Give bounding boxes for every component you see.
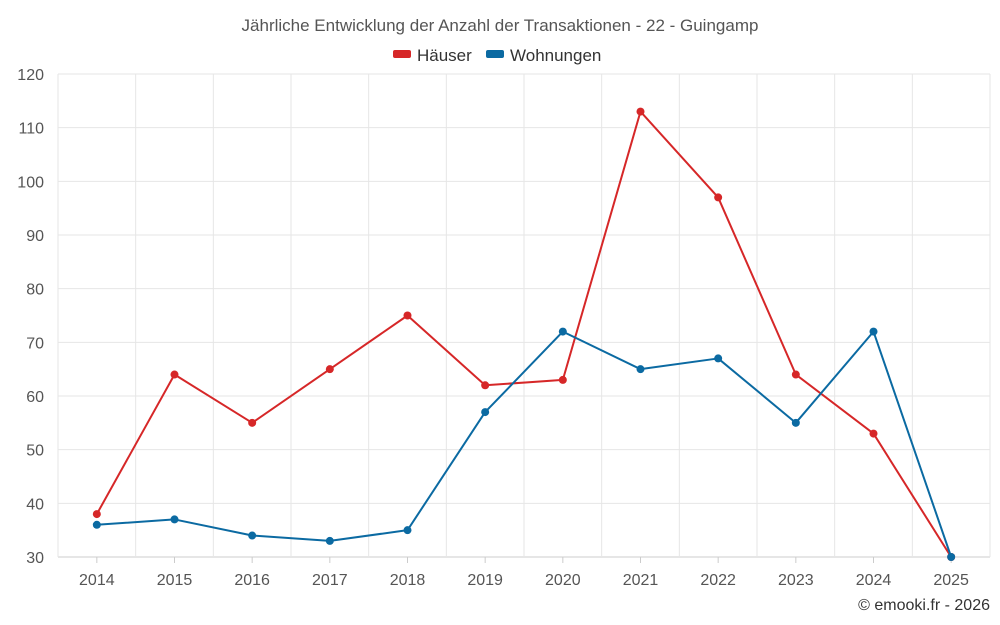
chart-title: Jährliche Entwicklung der Anzahl der Tra… [242,16,759,35]
data-point-haeuser[interactable] [403,311,412,320]
series [92,107,956,561]
y-axis: 30 40 50 60 70 80 90 100 110 120 [17,67,44,567]
data-point-wohnungen[interactable] [403,526,412,535]
data-point-haeuser[interactable] [481,381,490,390]
legend-swatch-wohnungen[interactable] [486,50,504,58]
data-point-haeuser[interactable] [170,370,179,379]
data-point-wohnungen[interactable] [248,531,257,540]
x-tick-label: 2022 [700,572,736,589]
x-tick-label: 2023 [778,572,814,589]
series-line-haeuser [95,110,953,558]
x-tick-label: 2017 [312,572,348,589]
data-point-wohnungen[interactable] [947,553,956,561]
x-tick-label: 2024 [856,572,892,589]
y-tick-label: 50 [26,443,44,460]
y-tick-label: 70 [26,335,44,352]
credit-text: © emooki.fr - 2026 [858,597,990,614]
data-point-wohnungen[interactable] [481,408,490,417]
x-axis: 2014 2015 2016 2017 2018 2019 2020 2021 2022 2023… [79,557,969,589]
y-tick-label: 30 [26,550,44,567]
legend-swatch-haeuser[interactable] [393,50,411,58]
legend-label-haeuser[interactable]: Häuser [417,46,472,65]
x-tick-label: 2025 [933,572,969,589]
data-point-wohnungen[interactable] [325,536,334,545]
y-tick-label: 120 [17,67,44,84]
x-tick-label: 2018 [390,572,426,589]
data-point-wohnungen[interactable] [869,327,878,336]
data-point-wohnungen[interactable] [92,520,101,529]
y-tick-label: 40 [26,496,44,513]
grid [57,73,991,558]
data-point-wohnungen[interactable] [791,418,800,427]
data-point-haeuser[interactable] [869,429,878,438]
data-point-haeuser[interactable] [558,375,567,384]
data-point-haeuser[interactable] [248,418,257,427]
data-point-wohnungen[interactable] [636,365,645,374]
data-point-wohnungen[interactable] [714,354,723,363]
x-tick-label: 2016 [234,572,270,589]
legend: Häuser Wohnungen [393,46,601,65]
x-tick-label: 2014 [79,572,115,589]
data-point-haeuser[interactable] [325,365,334,374]
x-tick-label: 2015 [157,572,193,589]
data-point-wohnungen[interactable] [170,515,179,524]
x-tick-label: 2019 [467,572,503,589]
y-tick-label: 110 [18,121,44,138]
data-point-haeuser[interactable] [714,193,723,202]
data-point-haeuser[interactable] [636,107,645,116]
data-point-haeuser[interactable] [791,370,800,379]
x-tick-label: 2021 [623,572,659,589]
data-point-haeuser[interactable] [92,510,101,519]
data-point-wohnungen[interactable] [558,327,567,336]
y-tick-label: 80 [26,282,44,299]
legend-label-wohnungen[interactable]: Wohnungen [510,46,601,65]
y-tick-label: 100 [17,174,44,191]
series-line-wohnungen [96,330,953,558]
y-tick-label: 60 [26,389,44,406]
y-tick-label: 90 [26,228,44,245]
x-tick-label: 2020 [545,572,581,589]
